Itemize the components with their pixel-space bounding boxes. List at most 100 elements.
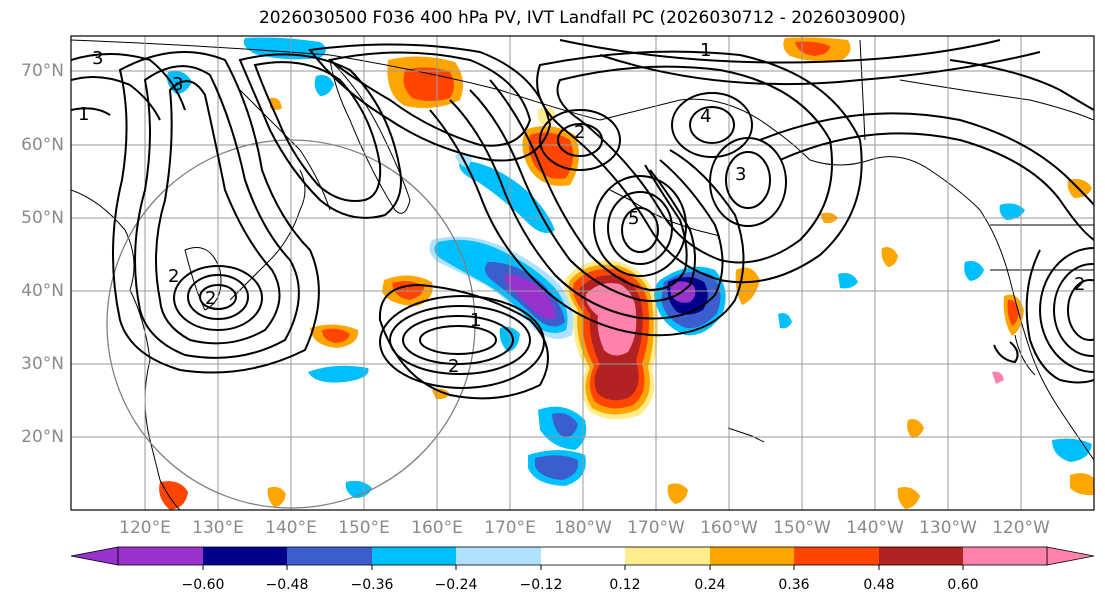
colorbar-tick-label: 0.12 xyxy=(609,577,641,593)
contour-label: 2 xyxy=(574,122,585,143)
lon-label-170w: 170°W xyxy=(627,518,685,538)
lon-label-120e: 120°E xyxy=(119,518,171,538)
lon-label-160w: 160°W xyxy=(700,518,758,538)
colorbar-extend-min xyxy=(70,546,119,566)
lon-label-150e: 150°E xyxy=(338,518,390,538)
colorbar-swatch xyxy=(625,547,710,565)
pc-fill-bering-yellow xyxy=(537,107,556,127)
pc-fill-patch-25 xyxy=(964,261,984,281)
pv-contour xyxy=(71,53,186,111)
pv-contour xyxy=(621,207,659,253)
pc-fill-arctic-red xyxy=(795,41,830,56)
pc-fill-patch-15 xyxy=(1007,299,1019,326)
pv-contour xyxy=(536,50,863,284)
pv-contour xyxy=(949,59,1094,111)
colorbar-tick-label: −0.24 xyxy=(434,577,478,593)
pc-fill-patch-27 xyxy=(907,419,924,438)
pv-contour xyxy=(199,284,237,310)
radius-circle xyxy=(106,139,476,509)
colorbar-swatch xyxy=(710,547,794,565)
pv-contour xyxy=(709,137,787,227)
pv-contour-layer xyxy=(71,39,1094,400)
pv-contour xyxy=(308,43,552,162)
coastline-layer xyxy=(71,39,1094,510)
pc-fill-patch-19 xyxy=(897,487,920,509)
coastline-siberia-north xyxy=(71,39,601,121)
pv-contour xyxy=(134,65,300,359)
lat-label-20n: 20°N xyxy=(21,427,64,447)
contour-label: 5 xyxy=(628,208,639,229)
contour-label: 2 xyxy=(448,356,459,377)
pv-contour xyxy=(71,75,161,121)
colorbar-swatch xyxy=(879,547,963,565)
pv-contour xyxy=(402,315,514,365)
pv-contour xyxy=(759,112,1094,206)
coastline-okhotsk xyxy=(239,89,331,211)
pv-contour xyxy=(1053,263,1094,357)
pv-contour xyxy=(559,39,1001,64)
pc-fill-patch-24 xyxy=(314,75,334,96)
coastline-hawaii xyxy=(727,427,765,443)
colorbar-swatch xyxy=(372,547,456,565)
coastline-japan xyxy=(229,169,306,301)
pc-fill-patch-17 xyxy=(1070,473,1094,496)
coastline-baja xyxy=(1014,334,1036,376)
contour-label: 1 xyxy=(700,40,711,61)
map-frame xyxy=(70,35,1095,511)
pc-fill-patch-16 xyxy=(1052,438,1092,462)
pv-contour xyxy=(489,79,688,292)
coastline-canada-border xyxy=(990,224,1094,271)
colorbar-extend-max xyxy=(1046,546,1095,566)
colorbar-swatch xyxy=(541,547,625,565)
coastline-aleutians xyxy=(609,189,721,237)
pv-contour xyxy=(449,99,724,320)
lon-label-130w: 130°W xyxy=(919,518,977,538)
pv-contour xyxy=(173,265,263,331)
contour-label: 3 xyxy=(172,74,183,95)
contour-label-layer: 3 1 2 2 4 2 2 1 3 5 1 3 2 xyxy=(78,40,1085,377)
lat-label-50n: 50°N xyxy=(21,208,64,228)
contour-label: 3 xyxy=(92,48,103,69)
colorbar-tick-label: 0.48 xyxy=(863,577,895,593)
coastline-arctic-canada xyxy=(859,39,1094,141)
colorbar-tick-label: −0.36 xyxy=(350,577,394,593)
pv-contour xyxy=(1039,247,1094,373)
pv-contour xyxy=(593,175,687,277)
pv-contour xyxy=(187,274,249,320)
contour-label: 2 xyxy=(205,288,216,309)
pc-fill-positive-pink xyxy=(585,283,637,356)
pv-contour xyxy=(671,92,753,158)
pv-contour xyxy=(378,283,549,400)
colorbar-swatch xyxy=(963,547,1047,565)
colorbar-tick-label: −0.48 xyxy=(265,577,309,593)
lon-label-120w: 120°W xyxy=(992,518,1050,538)
pv-contour xyxy=(327,51,532,147)
lon-label-160e: 160°E xyxy=(411,518,463,538)
colorbar-tick-label: −0.60 xyxy=(181,577,225,593)
lon-label-140w: 140°W xyxy=(846,518,904,538)
pv-contour xyxy=(253,61,382,202)
pv-contour xyxy=(599,51,1041,86)
pc-fill-negative-purple xyxy=(505,274,557,320)
colorbar-swatch xyxy=(456,547,541,565)
colorbar-swatch xyxy=(118,547,203,565)
pc-fill-patch-9 xyxy=(535,455,579,480)
colorbar-swatch xyxy=(203,547,287,565)
contour-label: 2 xyxy=(1074,274,1085,295)
pc-fill-patch-29 xyxy=(838,273,858,289)
colorbar-frame xyxy=(117,546,1048,566)
pc-fill-patch-5 xyxy=(308,365,369,383)
pc-fill-arctic-cyan xyxy=(243,37,326,60)
colorbar-tick-label: 0.36 xyxy=(778,577,810,593)
contour-label: 4 xyxy=(700,106,711,127)
pv-contour xyxy=(779,132,1094,241)
pv-contour xyxy=(1025,249,1094,384)
pv-contour xyxy=(689,106,735,144)
contour-label: 2 xyxy=(168,266,179,287)
lon-label-140e: 140°E xyxy=(265,518,317,538)
pv-contour xyxy=(112,51,320,374)
pc-fill-patch-7 xyxy=(552,413,578,438)
pv-contour xyxy=(725,151,771,209)
pv-contour xyxy=(155,80,281,345)
coastline-kamchatka xyxy=(329,59,411,214)
